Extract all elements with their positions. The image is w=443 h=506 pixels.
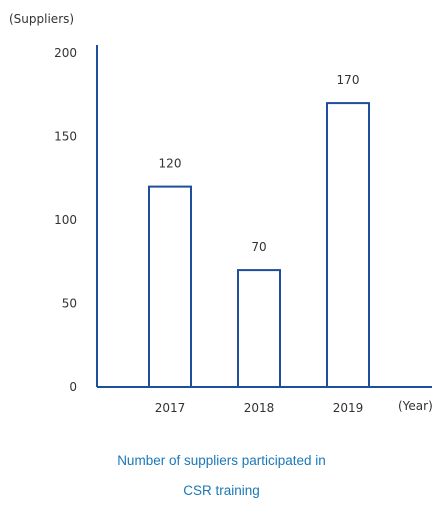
x-axis-label: (Year) [398, 399, 433, 413]
y-tick-label: 50 [62, 297, 77, 311]
y-tick-label: 200 [54, 46, 77, 60]
bar-2018 [237, 269, 281, 389]
bar-2019 [326, 102, 370, 388]
x-tick-label-2018: 2018 [244, 401, 275, 415]
y-tick-label: 100 [54, 213, 77, 227]
bar-2017 [148, 185, 192, 388]
chart-caption-line-2: CSR training [183, 483, 260, 498]
y-tick-label: 150 [54, 130, 77, 144]
x-tick-label-2019: 2019 [333, 401, 364, 415]
data-label-2019: 170 [337, 73, 360, 87]
x-tick-label-2017: 2017 [155, 401, 186, 415]
bars [148, 102, 370, 389]
y-axis-label: (Suppliers) [9, 12, 74, 26]
data-label-2017: 120 [159, 157, 182, 171]
data-labels: 120 70 170 [159, 73, 360, 254]
x-ticks: 2017 2018 2019 [155, 401, 364, 415]
y-tick-label: 0 [69, 380, 77, 394]
chart-caption-line-1: Number of suppliers participated in [117, 453, 326, 468]
y-ticks: 0 50 100 150 200 [54, 46, 77, 394]
data-label-2018: 70 [251, 240, 266, 254]
